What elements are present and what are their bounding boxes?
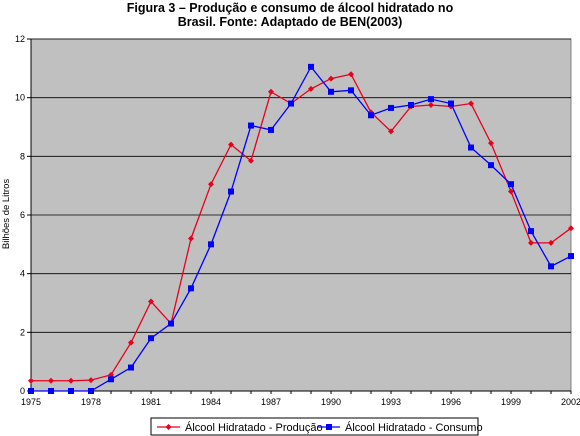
x-tick-label: 1975 [21,397,41,407]
data-point-consumo [548,263,554,270]
data-point-producao [548,239,554,246]
y-tick-label: 0 [20,386,25,396]
data-point-consumo [408,102,414,108]
legend-box [150,417,479,436]
data-point-consumo [208,241,214,248]
data-point-consumo [288,100,294,107]
data-point-producao [128,339,134,346]
data-point-consumo [168,320,174,327]
data-point-producao [248,157,254,164]
data-point-consumo [268,126,274,133]
legend-label-consumo: Álcool Hidratado - Consumo [345,421,483,434]
legend-square-marker [326,424,332,430]
data-point-producao [208,181,214,188]
data-point-consumo [468,144,474,151]
x-tick-label: 1984 [201,397,221,407]
data-point-producao [88,377,94,384]
legend: Álcool Hidratado - Produção Álcool Hidra… [150,417,483,436]
x-tick-label: 2002 [561,397,580,407]
data-point-producao [48,377,54,384]
chart-title-line1: Figura 3 – Produção e consumo de álcool … [127,1,454,15]
data-point-producao [468,100,474,107]
data-point-consumo [508,181,514,188]
data-point-consumo [48,388,54,394]
x-tick-label: 1978 [81,397,101,407]
y-tick-label: 6 [20,210,25,220]
data-point-producao [568,225,574,232]
y-tick-label: 12 [15,34,25,44]
data-point-producao [268,88,274,95]
y-tick-label: 4 [20,269,25,279]
data-point-producao [308,85,314,92]
x-tick-label: 1993 [381,397,401,407]
data-point-consumo [108,376,114,383]
data-point-consumo [68,388,74,394]
data-point-consumo [348,87,354,94]
data-point-consumo [428,96,434,103]
chart-title-line2: Brasil. Fonte: Adaptado de BEN(2003) [178,15,403,29]
y-tick-label: 10 [15,93,25,103]
legend-label-producao: Álcool Hidratado - Produção [185,421,323,434]
x-tick-label: 1996 [441,397,461,407]
y-axis-label: Bilhões de Litros [1,179,12,249]
data-point-consumo [488,162,494,169]
legend-diamond-marker [165,424,172,430]
data-point-consumo [308,63,314,70]
series-line-consumo [31,65,572,392]
series-line-producao [31,73,572,382]
plot-area: 0 2 4 6 8 10 12 1975 1978 1981 1984 1987 1990 1993 199… [15,34,580,407]
data-point-producao [28,377,34,384]
data-point-consumo [188,285,194,292]
data-point-producao [228,141,234,148]
data-point-consumo [388,104,394,111]
data-point-producao [348,71,354,78]
x-tick-label: 1990 [321,397,341,407]
data-point-consumo [88,388,94,394]
data-point-consumo [368,112,374,119]
data-point-consumo [568,253,574,260]
data-point-producao [328,75,334,82]
x-tick-label: 1981 [141,397,161,407]
data-point-producao [188,235,194,242]
data-point-producao [68,377,74,384]
data-point-producao [148,298,154,305]
data-point-consumo [528,228,534,235]
data-point-producao [488,140,494,147]
y-tick-label: 2 [20,327,25,337]
data-point-consumo [328,88,334,95]
data-point-producao [388,128,394,135]
data-point-producao [508,188,514,195]
data-point-producao [428,102,434,108]
y-tick-label: 8 [20,151,25,161]
data-point-consumo [248,122,254,129]
data-point-consumo [448,100,454,107]
data-point-consumo [228,188,234,195]
data-point-producao [528,239,534,246]
x-tick-label: 1999 [501,397,521,407]
data-point-consumo [148,335,154,342]
data-point-consumo [128,364,134,371]
x-tick-label: 1987 [261,397,281,407]
data-point-consumo [28,388,34,394]
